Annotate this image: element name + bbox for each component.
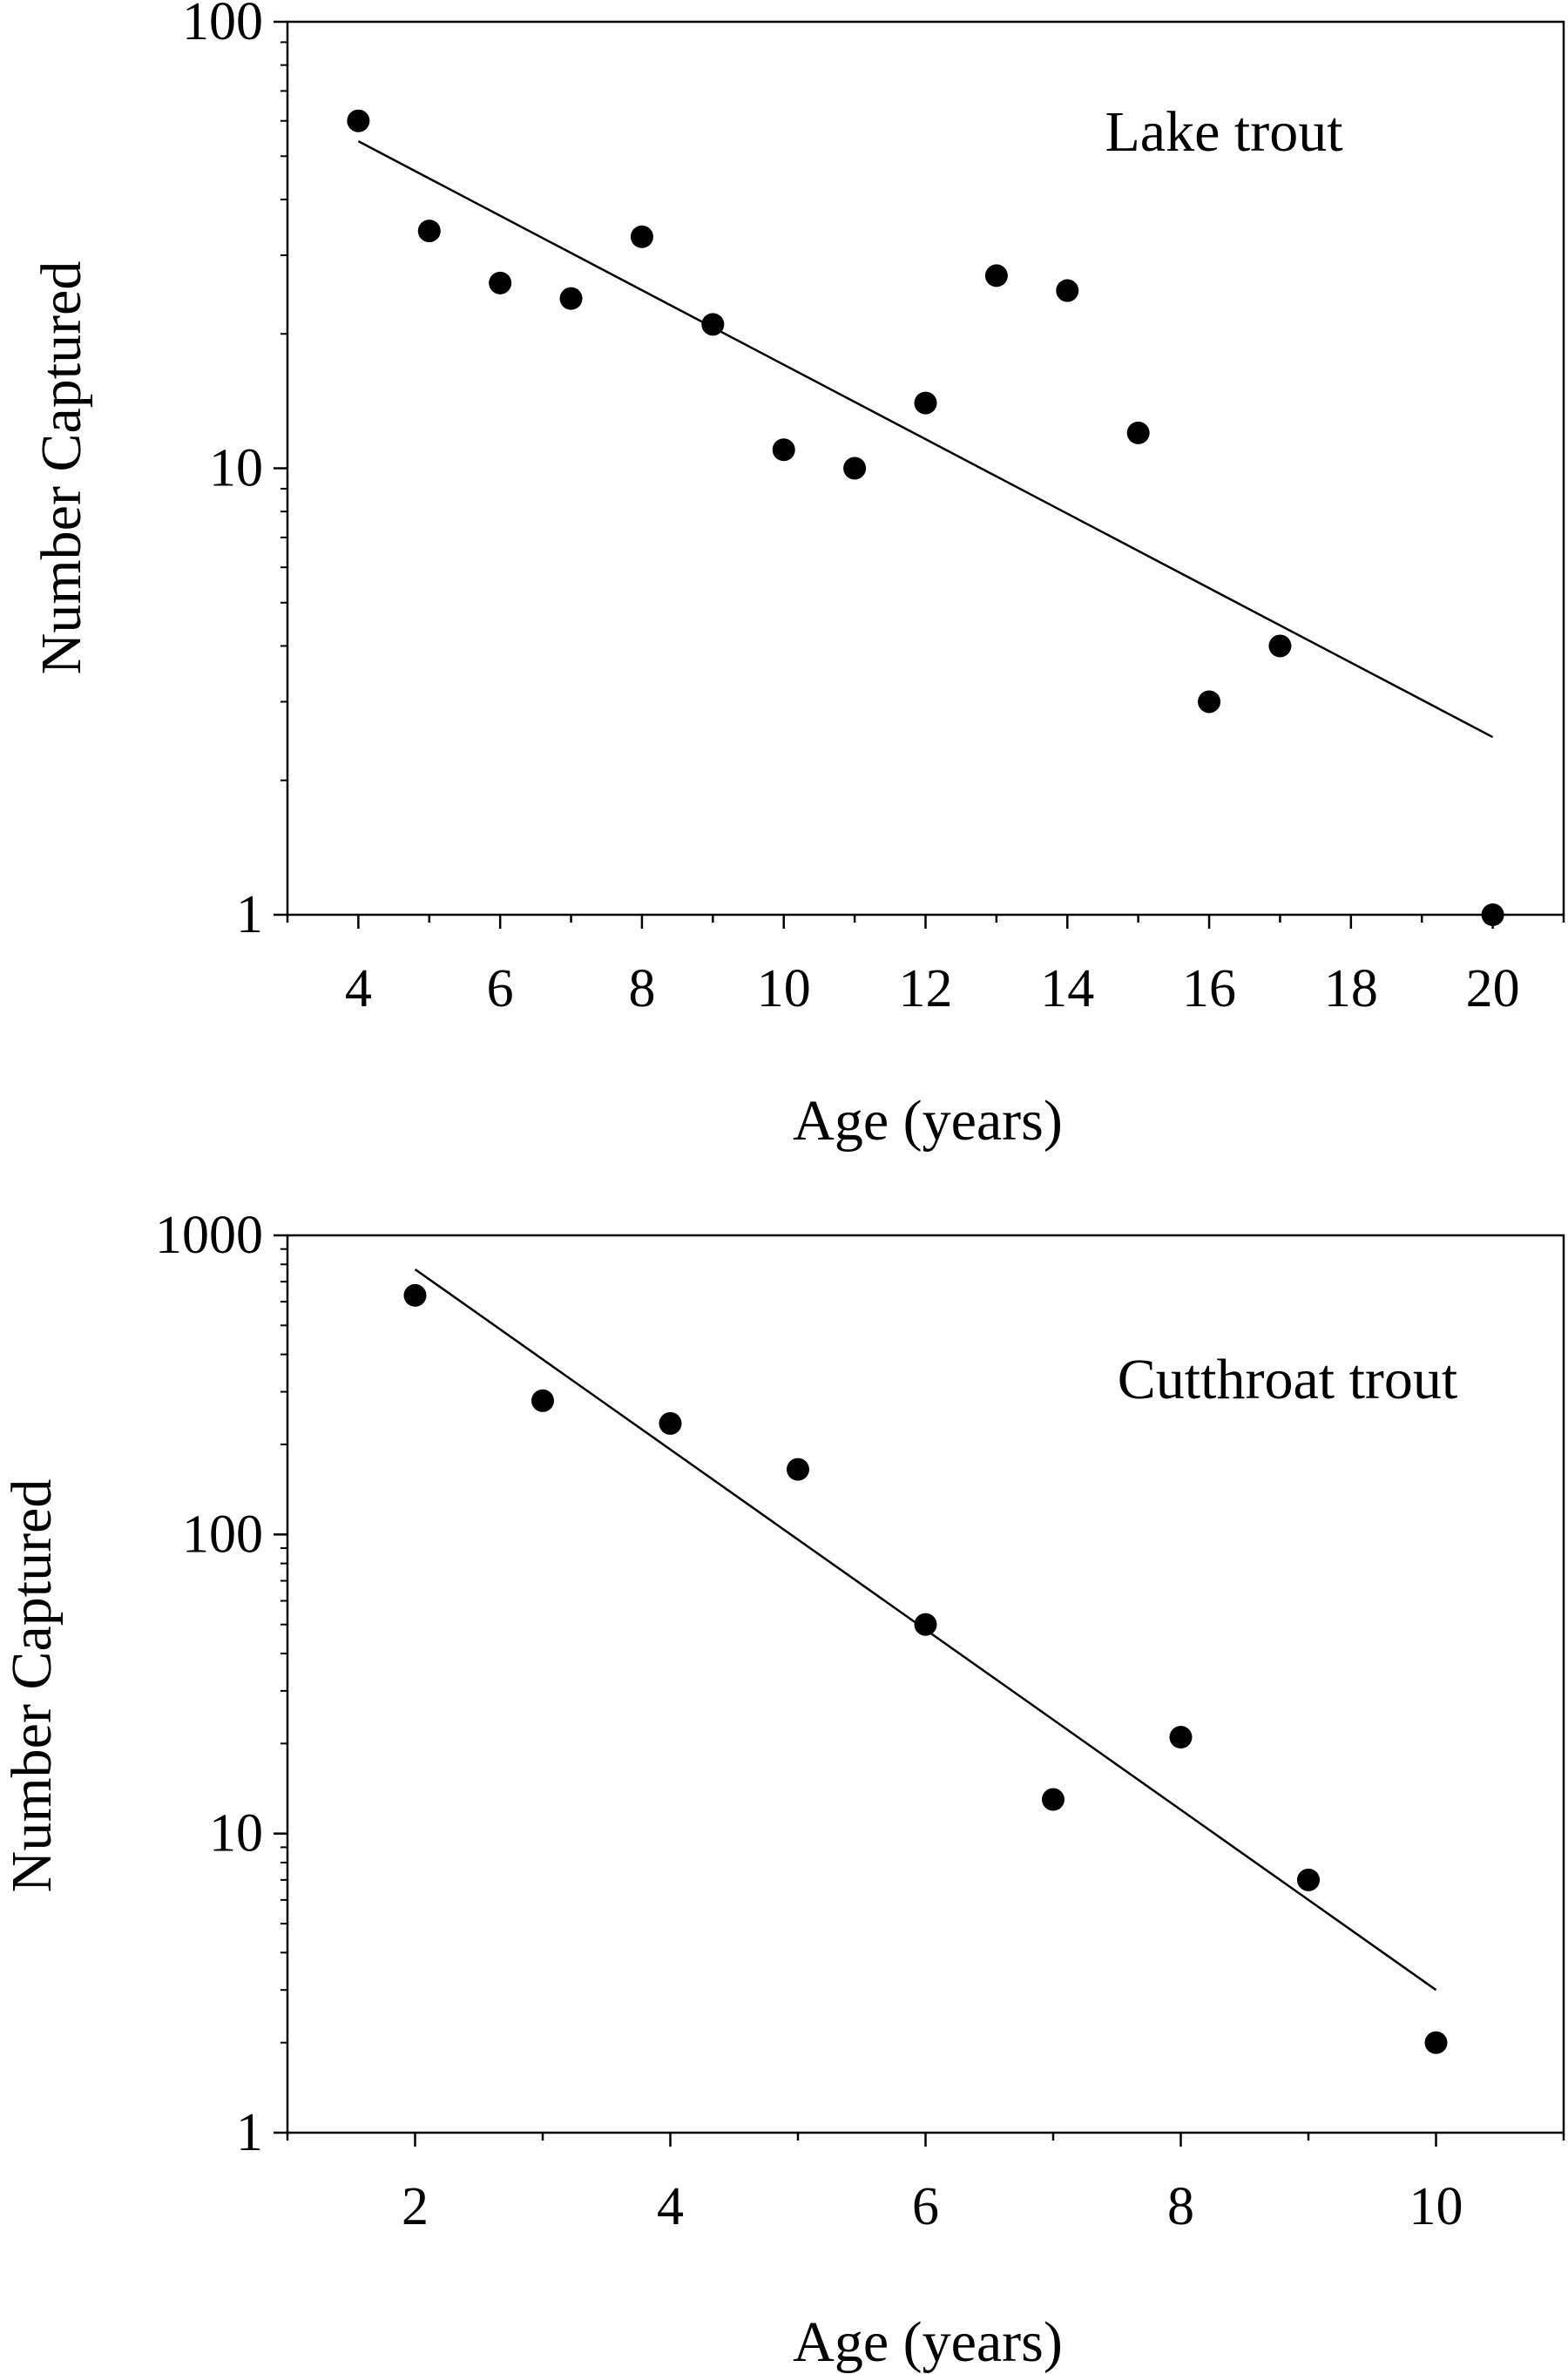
data-point	[417, 220, 441, 243]
y-tick-label: 1	[236, 2103, 263, 2162]
x-tick-label: 6	[487, 959, 514, 1018]
data-point	[914, 391, 937, 415]
y-tick-label: 10	[209, 1804, 263, 1863]
data-point	[630, 225, 653, 248]
trend-line	[357, 140, 1494, 739]
x-tick-label: 8	[1167, 2177, 1194, 2236]
data-point	[1424, 2031, 1448, 2054]
data-point	[843, 457, 867, 480]
x-axis-title: Age (years)	[793, 2310, 1063, 2374]
data-point	[347, 109, 370, 132]
x-axis-title: Age (years)	[793, 1089, 1063, 1153]
data-point	[1169, 1726, 1193, 1749]
data-point	[659, 1411, 682, 1435]
y-tick-label: 1000	[155, 1206, 263, 1265]
data-point	[1481, 903, 1504, 926]
x-tick-label: 4	[657, 2177, 684, 2236]
x-tick-label: 18	[1324, 959, 1378, 1018]
data-point	[1297, 1868, 1320, 1891]
data-point	[787, 1458, 809, 1481]
data-point	[914, 1613, 937, 1636]
data-point	[489, 271, 512, 294]
panel-annotation: Cutthroat trout	[1118, 1348, 1457, 1411]
chart-marks: 4 6 8 10 12 14 16 18 20 1 10 100	[182, 0, 1565, 1018]
cutthroat-trout-chart: 2 4 6 8 10 1 10 100 1000 Cutthroat trout Age (ye…	[0, 1206, 1565, 2374]
y-tick-label: 1	[236, 885, 263, 944]
x-tick-label: 16	[1182, 959, 1236, 1018]
y-axis-title: Number Captured	[0, 1479, 64, 1893]
chart-marks: 2 4 6 8 10 1 10 100 1000	[155, 1206, 1565, 2236]
lake-trout-chart: 4 6 8 10 12 14 16 18 20 1 10 100 Lake trout Age (ye…	[30, 0, 1565, 1153]
x-tick-label: 20	[1466, 959, 1520, 1018]
data-point	[1126, 421, 1150, 444]
plot-frame	[286, 20, 1565, 916]
data-point	[1268, 634, 1292, 658]
y-tick-label: 100	[182, 1505, 263, 1564]
x-tick-label: 14	[1040, 959, 1094, 1018]
data-point	[984, 264, 1008, 287]
data-point	[1198, 690, 1221, 714]
y-tick-label: 10	[209, 439, 263, 498]
x-tick-label: 4	[345, 959, 372, 1018]
data-point	[701, 313, 725, 336]
x-tick-label: 10	[757, 959, 811, 1018]
x-tick-label: 8	[628, 959, 655, 1018]
data-point	[1056, 279, 1079, 302]
x-tick-label: 2	[402, 2177, 429, 2236]
y-axis-title: Number Captured	[30, 261, 93, 675]
x-tick-label: 6	[912, 2177, 939, 2236]
data-point	[559, 287, 583, 310]
data-point	[1042, 1788, 1064, 1811]
x-tick-label: 12	[899, 959, 953, 1018]
x-tick-label: 10	[1409, 2177, 1463, 2236]
data-point	[403, 1283, 427, 1307]
panel-annotation: Lake trout	[1105, 100, 1342, 164]
data-point	[772, 438, 795, 462]
y-tick-label: 100	[182, 0, 263, 51]
data-point	[531, 1389, 554, 1412]
